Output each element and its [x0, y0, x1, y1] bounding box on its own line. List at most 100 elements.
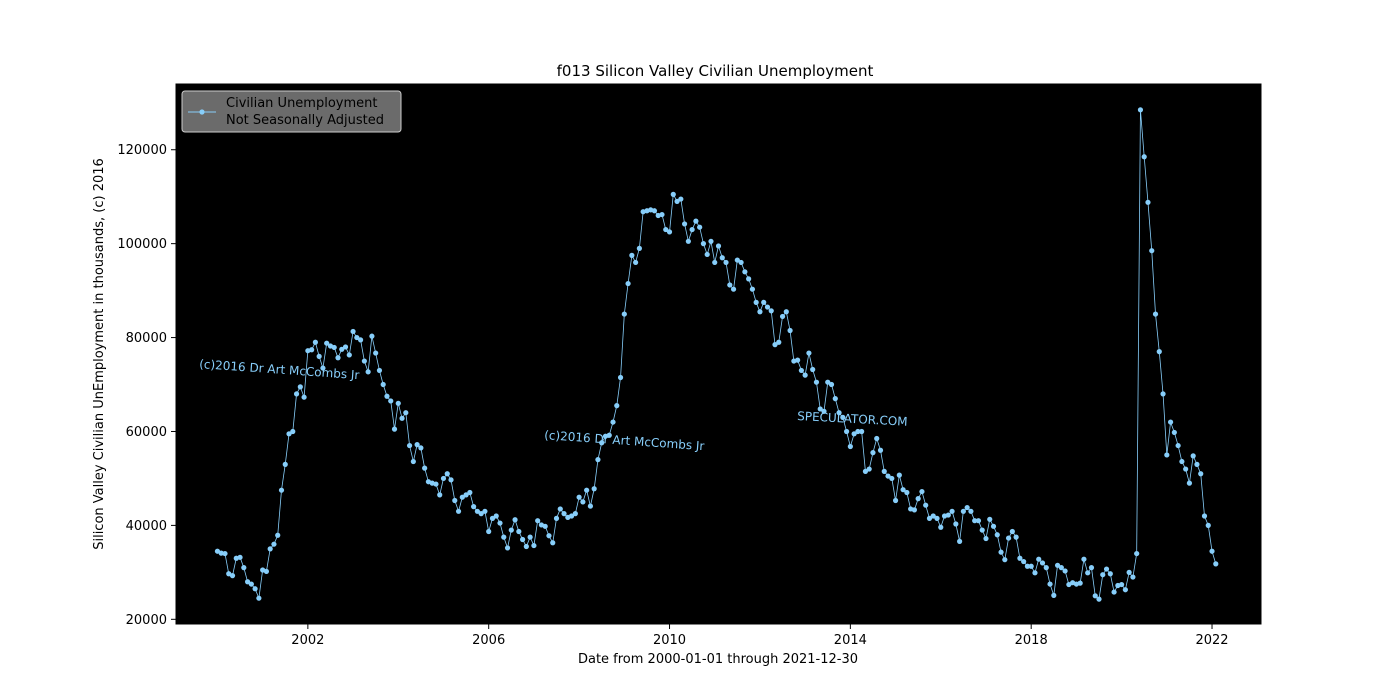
data-point — [1201, 513, 1208, 519]
data-point — [1021, 558, 1027, 565]
data-point — [1194, 461, 1200, 467]
data-point — [659, 211, 665, 218]
data-point — [557, 506, 563, 512]
data-point — [1054, 562, 1061, 568]
data-point — [580, 499, 586, 505]
data-point — [802, 372, 808, 378]
data-point — [523, 543, 529, 550]
data-point — [633, 259, 639, 266]
data-point — [437, 492, 443, 498]
data-point — [282, 461, 288, 467]
data-point — [892, 497, 899, 504]
data-point — [1043, 565, 1049, 571]
data-point — [293, 391, 300, 397]
data-point — [874, 435, 880, 442]
data-point — [983, 535, 989, 542]
data-point — [678, 196, 684, 202]
data-point — [697, 224, 703, 230]
data-point — [715, 243, 722, 249]
data-point — [418, 445, 424, 451]
data-point — [542, 523, 548, 529]
data-point — [497, 520, 503, 526]
data-point — [275, 532, 281, 538]
data-point — [704, 251, 710, 258]
data-point — [1096, 596, 1102, 602]
data-point — [467, 489, 473, 496]
data-point — [730, 286, 737, 292]
data-point — [527, 534, 533, 540]
data-point — [1009, 528, 1015, 535]
data-point — [380, 381, 386, 388]
data-point — [930, 513, 936, 519]
data-point — [934, 515, 940, 521]
data-point — [938, 524, 944, 530]
data-point — [1152, 311, 1159, 317]
data-point — [889, 475, 895, 482]
data-point — [749, 286, 756, 292]
data-point — [1032, 570, 1038, 576]
x-axis-title: Date from 2000-01-01 through 2021-12-30 — [578, 652, 858, 667]
data-point — [1051, 592, 1057, 598]
data-point — [508, 527, 514, 533]
data-point — [776, 339, 782, 345]
data-point — [358, 337, 364, 343]
data-point — [320, 365, 326, 371]
data-point — [256, 595, 262, 601]
data-point — [286, 431, 292, 437]
x-tick-label: 2010 — [653, 633, 686, 648]
data-point — [975, 518, 982, 524]
y-tick-label: 60000 — [126, 425, 167, 440]
data-point — [795, 357, 801, 363]
chart-title: f013 Silicon Valley Civilian Unemploymen… — [557, 62, 874, 80]
data-point — [369, 333, 375, 339]
data-point — [840, 414, 846, 420]
data-point — [847, 443, 853, 450]
data-point — [591, 486, 597, 492]
data-point — [689, 226, 695, 233]
data-point — [636, 245, 642, 251]
data-point — [1107, 571, 1113, 577]
data-point — [335, 355, 341, 361]
data-point — [945, 512, 951, 518]
data-point — [949, 508, 955, 514]
data-point — [531, 542, 537, 549]
data-point — [486, 528, 492, 535]
data-point — [599, 440, 605, 446]
data-point — [324, 340, 330, 346]
data-point — [244, 579, 251, 585]
data-point — [843, 428, 850, 435]
data-point — [1100, 572, 1106, 578]
data-point — [290, 428, 296, 435]
data-point — [806, 350, 812, 356]
data-point — [478, 511, 484, 517]
x-tick-label: 2006 — [472, 633, 505, 648]
data-point — [757, 309, 763, 315]
data-point — [960, 508, 966, 514]
data-point — [391, 426, 398, 432]
data-point — [229, 573, 236, 579]
data-point — [708, 238, 714, 244]
data-point — [1137, 107, 1144, 113]
data-point — [1213, 561, 1219, 567]
data-point — [444, 471, 450, 477]
data-point — [1209, 548, 1215, 554]
data-point — [489, 515, 496, 521]
data-point — [493, 513, 499, 519]
data-point — [222, 550, 228, 557]
data-point — [1145, 199, 1151, 205]
data-point — [252, 586, 258, 592]
data-point — [1205, 522, 1211, 528]
data-point — [297, 384, 303, 390]
data-point — [1126, 569, 1132, 575]
data-point — [248, 581, 254, 587]
data-point — [1088, 565, 1095, 571]
data-point — [584, 487, 590, 493]
data-point — [414, 442, 420, 448]
data-point — [828, 381, 835, 388]
data-point — [278, 487, 285, 493]
data-point — [772, 342, 778, 348]
data-point — [813, 379, 820, 385]
data-point — [388, 398, 394, 404]
data-point — [685, 238, 691, 244]
